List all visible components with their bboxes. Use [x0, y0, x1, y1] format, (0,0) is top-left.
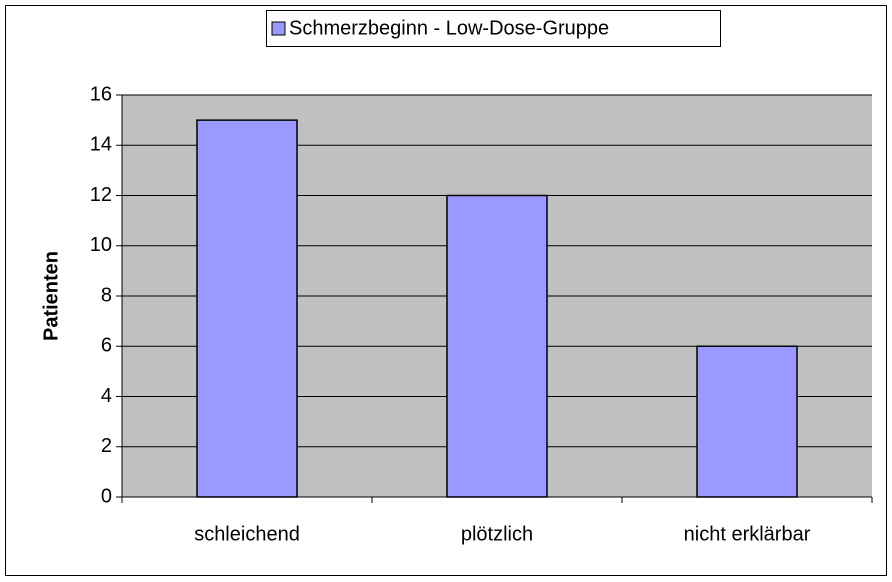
y-tick-label: 10 — [90, 234, 112, 256]
legend-swatch — [271, 21, 286, 36]
y-tick-label: 12 — [90, 184, 112, 206]
y-axis-label: Patienten — [40, 251, 62, 341]
bar — [196, 119, 298, 498]
bar — [446, 194, 548, 498]
y-tick-label: 14 — [90, 134, 112, 156]
x-tick-label: schleichend — [194, 523, 300, 545]
y-tick-label: 2 — [101, 435, 112, 457]
y-tick-label: 6 — [101, 335, 112, 357]
bar — [696, 345, 798, 498]
y-tick-label: 16 — [90, 83, 112, 105]
y-tick-label: 0 — [101, 485, 112, 507]
x-tick-label: nicht erklärbar — [684, 523, 811, 545]
legend-box — [266, 10, 721, 47]
x-tick-label: plötzlich — [461, 523, 533, 545]
legend-label: Schmerzbeginn - Low-Dose-Gruppe — [289, 17, 609, 39]
y-tick-label: 4 — [101, 385, 112, 407]
y-tick-label: 8 — [101, 284, 112, 306]
